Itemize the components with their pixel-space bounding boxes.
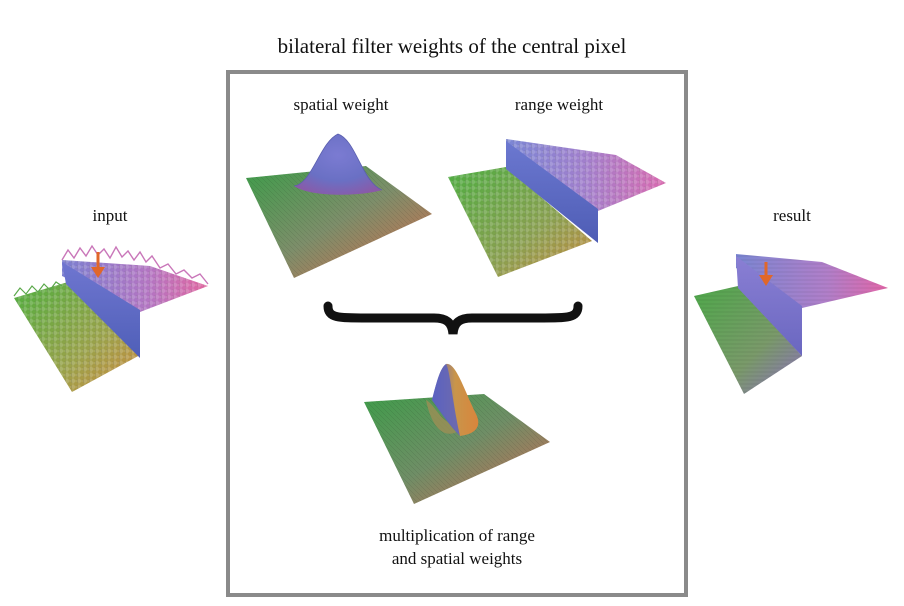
caption-line-2: and spatial weights	[391, 549, 523, 568]
product-weight-surface	[364, 363, 550, 504]
label-spatial-weight: spatial weight	[293, 95, 389, 114]
range-weight-surface	[448, 139, 666, 277]
spatial-weight-surface	[246, 133, 432, 278]
caption-line-1: multiplication of range	[379, 526, 535, 545]
label-result: result	[773, 206, 811, 225]
input-surface	[13, 244, 209, 392]
label-range-weight: range weight	[514, 95, 604, 114]
down-arrow-icon	[759, 262, 773, 286]
down-arrow-icon	[91, 252, 105, 278]
caption: multiplication of range and spatial weig…	[326, 524, 588, 570]
curly-brace-icon	[323, 301, 583, 335]
weights-frame	[226, 70, 688, 597]
diagram-title: bilateral filter weights of the central …	[277, 34, 627, 58]
result-surface	[694, 254, 888, 394]
label-input: input	[92, 206, 128, 225]
